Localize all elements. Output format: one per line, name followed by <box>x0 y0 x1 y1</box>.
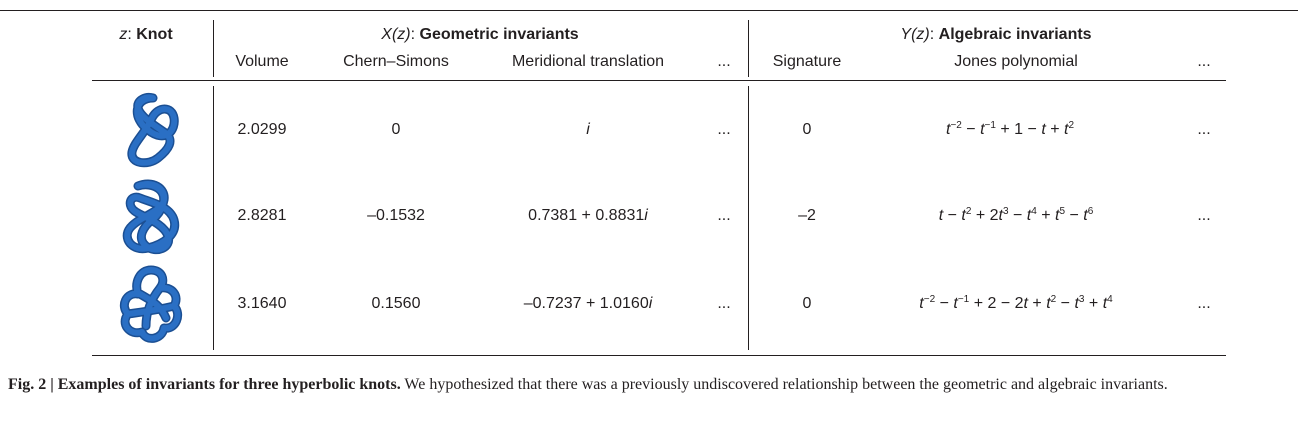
table-top-rule <box>0 10 1298 11</box>
figure-caption: Fig. 2 | Examples of invariants for thre… <box>8 373 1294 397</box>
cell-signature: 0 <box>802 295 812 312</box>
cell-jones-polynomial: t−2 − t−1 + 1 − t + t2 <box>945 120 1075 139</box>
knot-column-divider-body <box>213 86 214 350</box>
caption-text: We hypothesized that there was a previou… <box>400 376 1168 393</box>
cell-geo-more: ... <box>717 295 731 312</box>
knot-image-5-2 <box>122 179 180 255</box>
cell-volume: 2.0299 <box>237 121 287 138</box>
column-header-alg-more: ... <box>1197 53 1211 70</box>
table-bottom-rule <box>92 355 1226 356</box>
invariants-divider-header <box>748 20 749 77</box>
cell-jones-polynomial: t−2 − t−1 + 2 − 2t + t2 − t3 + t4 <box>919 294 1113 313</box>
cell-alg-more: ... <box>1197 121 1211 138</box>
cell-chern-simons: 0.1560 <box>371 295 421 312</box>
column-header-signature: Signature <box>772 53 842 70</box>
cell-meridional: –0.7237 + 1.0160i <box>523 295 653 312</box>
geometric-header: X(z): Geometric invariants <box>381 26 579 43</box>
column-header-geo-more: ... <box>717 53 731 70</box>
cell-geo-more: ... <box>717 207 731 224</box>
knot-column-divider-header <box>213 20 214 77</box>
knot-header: z: Knot <box>119 26 173 43</box>
cell-alg-more: ... <box>1197 295 1211 312</box>
knot-image-6-1 <box>119 265 183 343</box>
cell-geo-more: ... <box>717 121 731 138</box>
cell-chern-simons: –0.1532 <box>367 207 425 224</box>
cell-meridional: 0.7381 + 0.8831i <box>528 207 648 224</box>
cell-volume: 2.8281 <box>237 207 287 224</box>
cell-signature: –2 <box>798 207 816 224</box>
invariants-divider-body <box>748 86 749 350</box>
header-rule <box>92 80 1226 81</box>
cell-alg-more: ... <box>1197 207 1211 224</box>
column-header-volume: Volume <box>235 53 289 70</box>
cell-jones-polynomial: t − t2 + 2t3 − t4 + t5 − t6 <box>938 206 1094 225</box>
column-header-chern-simons: Chern–Simons <box>343 53 449 70</box>
column-header-jones: Jones polynomial <box>954 53 1078 70</box>
column-header-meridional: Meridional translation <box>511 53 665 70</box>
cell-signature: 0 <box>802 121 812 138</box>
cell-meridional: i <box>586 121 590 138</box>
knot-image-4-1 <box>127 93 179 168</box>
algebraic-header: Y(z): Algebraic invariants <box>900 26 1092 43</box>
cell-volume: 3.1640 <box>237 295 287 312</box>
caption-label: Fig. 2 | Examples of invariants for thre… <box>8 376 401 393</box>
cell-chern-simons: 0 <box>391 121 401 138</box>
